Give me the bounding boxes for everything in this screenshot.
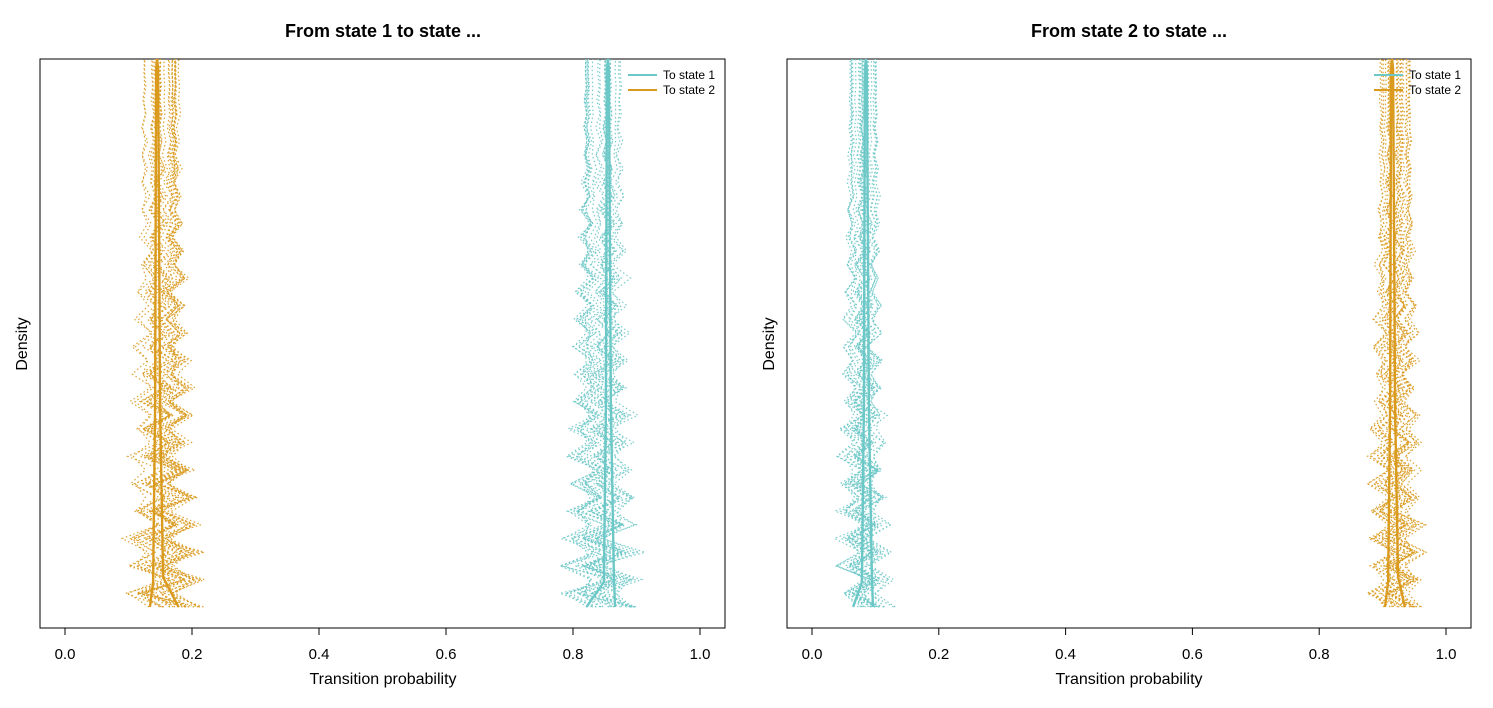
panel-state-2: From state 2 to state ... 0.0 0.2 0.4 0.6 0.… (761, 21, 1472, 688)
posterior-draw-curve (1369, 58, 1399, 608)
posterior-draw-curve (558, 58, 610, 608)
posterior-density-curve (585, 58, 617, 608)
posterior-draw-curve (1388, 58, 1417, 608)
posterior-draw-curve (151, 58, 197, 608)
posterior-draw-curve (835, 58, 870, 608)
legend-label-state-1: To state 1 (663, 68, 715, 82)
posterior-draw-curve (570, 58, 616, 608)
posterior-density-curve (1383, 58, 1407, 608)
x-axis: 0.0 0.2 0.4 0.6 0.8 1.0 (55, 627, 711, 663)
posterior-draw-curve (574, 58, 629, 608)
posterior-draw-curve (131, 58, 189, 608)
posterior-draw-curve (859, 58, 894, 608)
x-tick-label: 0.2 (182, 646, 203, 663)
posterior-draw-curve (863, 58, 893, 608)
posterior-draw-curve (1386, 58, 1423, 608)
x-tick-label: 0.6 (1182, 646, 1203, 663)
x-tick-label: 0.4 (309, 646, 330, 663)
posterior-draw-curve (846, 58, 878, 608)
plot-frame (39, 58, 726, 629)
posterior-draw-curve (1383, 58, 1420, 608)
y-axis-label: Density (14, 317, 31, 370)
posterior-draw-curve (153, 59, 202, 608)
legend-label-state-1: To state 1 (1409, 68, 1461, 82)
posterior-draw-curve (843, 58, 879, 608)
posterior-draw-curve (565, 58, 613, 608)
x-axis-label: Transition probability (1055, 671, 1202, 688)
posterior-draw-curve (582, 58, 632, 608)
posterior-draw-curve (152, 59, 199, 608)
posterior-draw-curve (1385, 58, 1421, 608)
legend: To state 1 To state 2 (1374, 68, 1461, 97)
posterior-draw-curve (558, 59, 617, 608)
posterior-draw-curve (597, 58, 644, 608)
posterior-draw-curve (563, 58, 615, 608)
posterior-draw-curve (836, 58, 867, 608)
posterior-draw-curve (859, 58, 887, 608)
x-tick-label: 1.0 (1436, 646, 1457, 663)
posterior-draw-curve (594, 58, 647, 608)
x-tick-label: 1.0 (690, 646, 711, 663)
x-tick-label: 0.2 (928, 646, 949, 663)
posterior-draw-curve (1381, 59, 1414, 608)
posterior-draw-curve (146, 58, 205, 608)
panel-state-1: From state 1 to state ... 0.0 0.2 0.4 0.6 0.… (14, 21, 726, 688)
posterior-draw-curve (137, 58, 189, 608)
density-curves (832, 58, 1428, 608)
chart-title: From state 2 to state ... (1031, 21, 1227, 41)
posterior-draw-curve (832, 58, 873, 608)
plot-frame (786, 58, 1472, 629)
x-tick-label: 0.8 (1309, 646, 1330, 663)
x-axis: 0.0 0.2 0.4 0.6 0.8 1.0 (802, 627, 1457, 663)
chart-title: From state 1 to state ... (285, 21, 481, 41)
posterior-draw-curve (1370, 58, 1405, 608)
x-tick-label: 0.4 (1055, 646, 1076, 663)
posterior-draw-curve (566, 59, 613, 608)
posterior-density-curve (851, 58, 875, 608)
posterior-draw-curve (136, 58, 183, 608)
posterior-draw-curve (1394, 58, 1427, 608)
y-axis-label: Density (761, 317, 778, 370)
legend: To state 1 To state 2 (628, 68, 715, 97)
posterior-draw-curve (148, 58, 186, 608)
x-tick-label: 0.6 (436, 646, 457, 663)
posterior-draw-curve (860, 58, 896, 608)
posterior-density-curve (148, 58, 180, 608)
posterior-draw-curve (126, 59, 176, 608)
legend-label-state-2: To state 2 (1409, 83, 1461, 97)
posterior-draw-curve (1366, 58, 1402, 608)
x-tick-label: 0.0 (802, 646, 823, 663)
posterior-draw-curve (138, 59, 189, 608)
legend-label-state-2: To state 2 (663, 83, 715, 97)
density-curves (120, 58, 647, 608)
posterior-draw-curve (1366, 58, 1399, 608)
x-tick-label: 0.8 (563, 646, 584, 663)
x-axis-label: Transition probability (309, 671, 456, 688)
posterior-draw-curve (1378, 58, 1416, 608)
posterior-draw-curve (126, 58, 167, 608)
x-tick-label: 0.0 (55, 646, 76, 663)
